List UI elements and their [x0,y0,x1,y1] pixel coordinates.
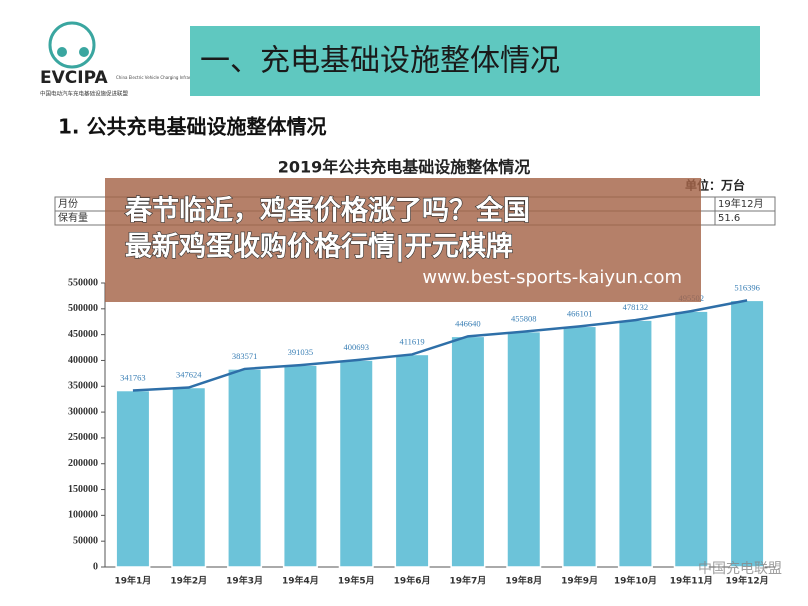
x-tick-label: 19年4月 [282,575,319,587]
bar [338,359,374,568]
header-bar [190,26,760,96]
logo: EVCIPA China Electric Vehicle Charging I… [40,21,246,98]
value-label: 391035 [288,347,314,357]
bar [506,330,542,568]
bar [673,310,709,568]
x-tick-label: 19年11月 [670,575,713,587]
table-cell: 保有量 [58,211,88,224]
x-tick-label: 19年5月 [338,575,375,587]
y-tick-label: 250000 [68,432,98,443]
logo-ring [48,21,96,69]
table-cell: 19年12月 [718,197,763,210]
value-label: 466101 [567,308,593,318]
bar [729,299,765,568]
bar [617,319,653,568]
bar [115,389,151,568]
y-tick-label: 300000 [68,406,98,417]
x-tick-label: 19年2月 [170,575,207,587]
y-tick-label: 350000 [68,381,98,392]
bar [282,364,318,568]
plot: 0 50000 100000 150000 200000 250000 300000 3500… [68,277,775,587]
x-tick-label: 19年12月 [726,575,769,587]
y-tick-label: 0 [93,561,98,572]
value-label: 455808 [511,314,537,324]
x-tick-label: 19年1月 [115,575,152,587]
trend-line [132,299,748,392]
y-tick-label: 400000 [68,355,98,366]
logo-wheel [79,47,89,57]
y-tick-label: 50000 [73,535,98,546]
value-label: 446640 [455,318,481,328]
logo-wheel [57,47,67,57]
y-tick-label: 200000 [68,458,98,469]
header-title: 一、充电基础设施整体情况 [200,44,560,79]
y-tick-label: 550000 [68,277,98,288]
overlay-headline: 春节临近，鸡蛋价格涨了吗？全国 [125,195,530,227]
table-cell: 月份 [58,198,78,210]
overlay-url: www.best-sports-kaiyun.com [422,267,682,288]
bar [394,353,430,568]
y-tick-label: 100000 [68,510,98,521]
bar [227,368,263,568]
watermark: 中国充电联盟 [698,561,782,577]
x-tick-label: 19年10月 [614,575,657,587]
y-tick-label: 450000 [68,329,98,340]
x-tick-label: 19年9月 [561,575,598,587]
value-label: 478132 [623,302,649,312]
bar [450,335,486,568]
value-label: 411619 [399,336,424,346]
section-title: 1. 公共充电基础设施整体情况 [58,115,326,139]
overlay-banner [105,178,701,302]
x-tick-label: 19年3月 [226,575,263,587]
x-tick-label: 19年8月 [505,575,542,587]
value-label: 516396 [734,282,760,292]
logo-english: China Electric Vehicle Charging Infrastr… [116,75,246,80]
bar [562,325,598,568]
y-tick-label: 500000 [68,303,98,314]
value-label: 400693 [344,342,370,352]
value-label: 341763 [120,372,146,382]
logo-name: EVCIPA [40,68,108,88]
overlay-headline: 最新鸡蛋收购价格行情|开元棋牌 [125,231,513,263]
x-tick-label: 19年6月 [394,575,431,587]
table-cell: 51.6 [718,213,740,224]
chart-title: 2019年公共充电基础设施整体情况 [278,158,531,177]
y-tick-label: 150000 [68,484,98,495]
value-label: 383571 [232,351,258,361]
bar [171,386,207,568]
logo-chinese: 中国电动汽车充电基础设施促进联盟 [40,90,129,98]
value-label: 347624 [176,369,202,379]
x-tick-label: 19年7月 [450,575,487,587]
